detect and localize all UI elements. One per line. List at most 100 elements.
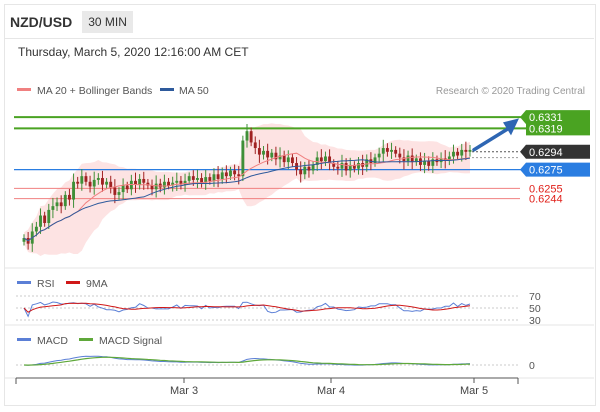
candle — [67, 188, 71, 206]
rsi-ma-line — [23, 302, 471, 313]
candle — [113, 179, 117, 204]
timeframe-badge[interactable]: 30 MIN — [82, 11, 133, 33]
candle-body — [237, 174, 241, 177]
candle-body — [88, 181, 92, 187]
timestamp: Thursday, March 5, 2020 12:16:00 AM CET — [18, 45, 249, 59]
candle-body — [431, 159, 435, 166]
candle — [394, 146, 398, 158]
legend-swatch-macd-signal — [79, 338, 93, 341]
label-support-1-text: 0.6255 — [529, 183, 563, 195]
candle-body — [352, 164, 356, 169]
candle — [398, 147, 402, 164]
label-last-price-text: 0.6294 — [529, 147, 563, 159]
candle — [154, 175, 158, 198]
legend-rsi-ma: 9MA — [86, 278, 108, 290]
candle-body — [109, 181, 113, 188]
label-support-1: 0.6255 — [529, 183, 563, 195]
candle-body — [307, 166, 311, 171]
candle — [381, 139, 385, 162]
candle — [101, 170, 104, 192]
rsi-tick-30: 30 — [529, 315, 541, 327]
candle-body — [336, 166, 340, 169]
candle-body — [410, 155, 414, 163]
chart-header: NZD/USD 30 MIN — [10, 10, 133, 34]
candle — [134, 172, 137, 193]
candle — [59, 195, 63, 214]
candle — [373, 153, 377, 167]
candle-body — [460, 149, 464, 156]
candle — [286, 150, 290, 170]
candle-body — [385, 148, 389, 152]
candle-body — [195, 178, 199, 180]
candle-body — [290, 157, 294, 164]
candle — [390, 142, 393, 159]
legend-macd: MACD — [37, 335, 68, 347]
rsi-tick-70: 70 — [529, 291, 541, 303]
candle-body — [183, 180, 187, 185]
candle-body — [146, 182, 150, 186]
candle-body — [357, 163, 360, 169]
candle-body — [134, 180, 137, 185]
candle-body — [241, 140, 245, 177]
candle-body — [39, 215, 42, 227]
candle — [171, 176, 175, 192]
macd-line — [23, 355, 471, 366]
candle-body — [452, 151, 455, 157]
candle — [249, 127, 253, 147]
candle — [162, 174, 166, 195]
candle — [340, 154, 344, 177]
candle — [307, 159, 311, 178]
candle — [84, 172, 88, 186]
candle-body — [154, 183, 158, 190]
candle — [262, 145, 265, 160]
candle-body — [274, 152, 278, 160]
candle — [175, 172, 179, 191]
x-tick-label: Mar 3 — [170, 385, 198, 397]
macd-signal-line — [23, 356, 471, 366]
candle-body — [208, 177, 212, 181]
candle-body — [84, 176, 88, 182]
label-last-price-box — [520, 144, 590, 159]
candle — [377, 147, 381, 164]
label-last-price: 0.6294 — [520, 144, 590, 159]
label-resistance-2-box — [526, 121, 590, 136]
candle-body — [365, 159, 369, 167]
label-resistance-1-box — [520, 110, 590, 125]
candle-body — [175, 180, 179, 183]
candle-body — [212, 174, 216, 181]
candle — [245, 124, 249, 148]
candle — [299, 161, 303, 183]
candle — [427, 156, 431, 171]
candle-body — [245, 131, 249, 141]
candle — [183, 173, 187, 192]
candle — [117, 187, 121, 200]
candle — [282, 150, 286, 167]
candle — [224, 165, 228, 184]
candle-body — [348, 164, 352, 171]
x-tick-label: Mar 4 — [317, 385, 345, 397]
candle-body — [398, 153, 402, 158]
candle — [456, 148, 460, 160]
candle — [200, 173, 204, 188]
candle — [328, 149, 332, 171]
candle-body — [406, 155, 410, 162]
candle — [220, 167, 224, 184]
candle — [257, 139, 261, 163]
candle — [352, 161, 356, 173]
candle — [138, 174, 142, 190]
candle-body — [270, 152, 274, 158]
candle — [447, 151, 451, 166]
candle — [468, 145, 472, 157]
candle-body — [253, 142, 257, 149]
candle — [253, 136, 257, 155]
moving-averages — [23, 152, 471, 242]
candle-body — [402, 157, 406, 162]
candle-body — [456, 151, 460, 156]
candle — [414, 154, 418, 166]
candle — [142, 171, 146, 190]
candle — [72, 173, 76, 208]
candle-body — [299, 169, 303, 175]
candle — [402, 149, 406, 170]
candle-body — [257, 148, 261, 155]
candle-body — [63, 194, 67, 207]
